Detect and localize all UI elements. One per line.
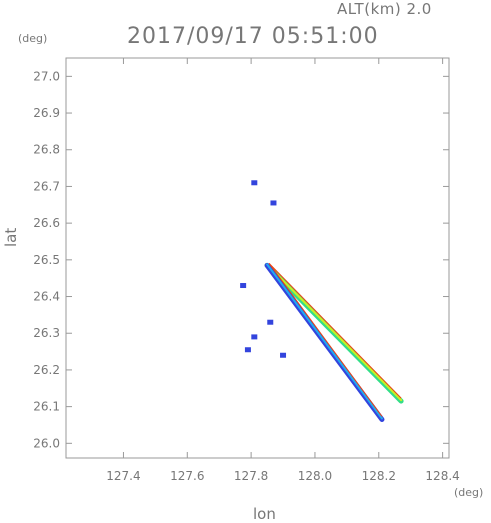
y-ticks: 26.0 26.1 26.2 26.3 26.4 26.5 26.6 26.7 26.8 26.9… bbox=[33, 69, 449, 450]
x-axis-label: lon bbox=[253, 505, 276, 523]
y-tick-label: 26.8 bbox=[33, 143, 60, 157]
echo-cluster bbox=[244, 347, 251, 353]
y-tick-label: 26.4 bbox=[33, 290, 60, 304]
x-tick-label: 127.4 bbox=[106, 469, 140, 483]
y-tick-label: 26.1 bbox=[33, 400, 60, 414]
x-tick-label: 128.4 bbox=[425, 469, 459, 483]
echo-cluster bbox=[267, 319, 274, 325]
x-tick-label: 127.8 bbox=[234, 469, 268, 483]
echo-cluster bbox=[270, 200, 277, 206]
y-tick-label: 26.7 bbox=[33, 179, 60, 193]
altitude-label: ALT(km) 2.0 bbox=[337, 0, 432, 18]
x-tick-label: 127.6 bbox=[170, 469, 204, 483]
x-tick-label: 128.2 bbox=[362, 469, 396, 483]
y-tick-label: 27.0 bbox=[33, 69, 60, 83]
echo-streak-edge bbox=[268, 262, 402, 399]
x-axis-unit: (deg) bbox=[454, 486, 484, 499]
echo-cluster bbox=[251, 180, 258, 186]
x-ticks: 127.4 127.6 127.8 128.0 128.2 128.4 bbox=[106, 58, 460, 483]
plot-frame bbox=[65, 57, 450, 459]
echo-cluster bbox=[280, 352, 287, 358]
chart-title-datetime: 2017/09/17 05:51:00 bbox=[127, 24, 379, 49]
echo-cluster bbox=[240, 283, 247, 289]
y-axis-unit: (deg) bbox=[18, 32, 48, 45]
y-tick-label: 26.2 bbox=[33, 363, 60, 377]
echo-streak-core bbox=[266, 263, 383, 420]
x-tick-label: 128.0 bbox=[298, 469, 332, 483]
y-tick-label: 26.0 bbox=[33, 436, 60, 450]
y-tick-label: 26.3 bbox=[33, 326, 60, 340]
echo-streak-edge bbox=[268, 263, 383, 417]
y-tick-label: 26.5 bbox=[33, 253, 60, 267]
echo-cluster bbox=[251, 334, 258, 340]
echo-streak-core bbox=[266, 263, 403, 402]
y-tick-label: 26.9 bbox=[33, 106, 60, 120]
data-layer bbox=[240, 180, 404, 422]
y-tick-label: 26.6 bbox=[33, 216, 60, 230]
